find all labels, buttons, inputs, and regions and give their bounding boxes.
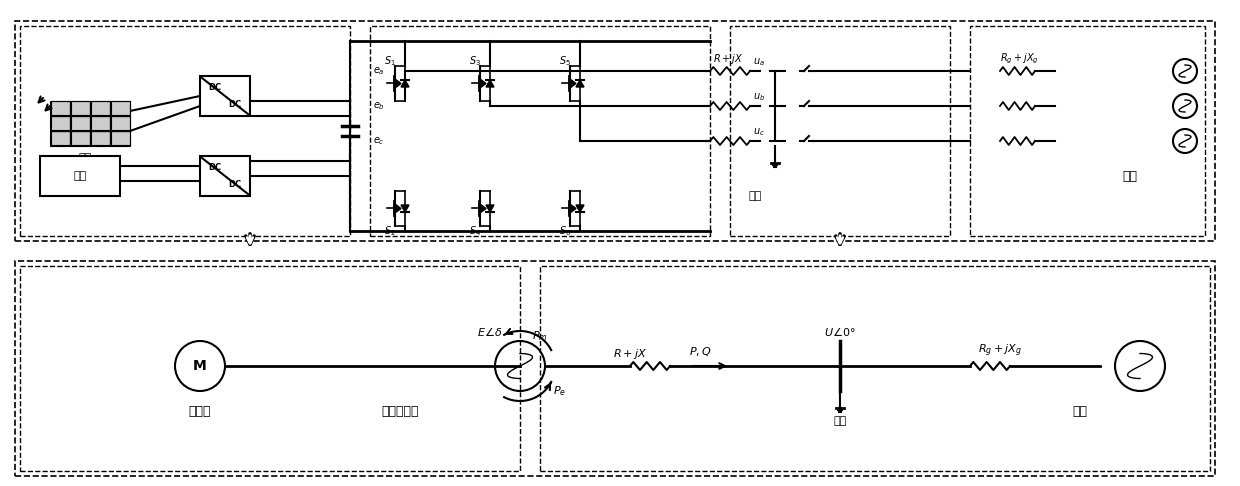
Polygon shape — [401, 205, 409, 212]
Text: 负载: 负载 — [749, 191, 761, 201]
Text: $R_g+jX_g$: $R_g+jX_g$ — [978, 343, 1022, 359]
Bar — [91, 131, 110, 146]
Bar — [71, 102, 89, 116]
Text: DC: DC — [208, 163, 222, 172]
Text: $S_2$: $S_2$ — [384, 224, 396, 238]
Bar — [91, 101, 110, 116]
Text: $u_a$: $u_a$ — [753, 56, 765, 68]
Bar — [50, 131, 69, 146]
Bar — [110, 117, 129, 131]
Text: $P,Q$: $P,Q$ — [688, 345, 712, 358]
Bar — [51, 132, 69, 145]
Text: 储能: 储能 — [73, 171, 87, 181]
Text: $R_g+jX_g$: $R_g+jX_g$ — [999, 52, 1039, 66]
Bar — [110, 131, 130, 146]
Bar — [110, 102, 129, 116]
Text: $S_6$: $S_6$ — [559, 224, 572, 238]
Text: $u_b$: $u_b$ — [753, 91, 765, 103]
Polygon shape — [394, 203, 401, 214]
Text: 负载: 负载 — [833, 416, 847, 426]
Bar — [69, 131, 91, 146]
Bar — [91, 132, 109, 145]
Text: 微网: 微网 — [1122, 170, 1137, 183]
Bar — [110, 116, 130, 131]
Bar — [91, 116, 110, 131]
Bar — [91, 102, 109, 116]
Polygon shape — [401, 80, 409, 87]
Text: $P_e$: $P_e$ — [553, 384, 567, 398]
Text: DC: DC — [208, 83, 222, 92]
Polygon shape — [569, 78, 577, 89]
Bar — [69, 116, 91, 131]
Text: $P_m$: $P_m$ — [532, 329, 548, 343]
Text: $S_4$: $S_4$ — [469, 224, 481, 238]
Bar — [71, 132, 89, 145]
Text: 光伏: 光伏 — [78, 153, 92, 163]
Bar — [110, 132, 129, 145]
Bar — [200, 156, 250, 196]
Polygon shape — [569, 203, 577, 214]
Bar — [91, 117, 109, 131]
Polygon shape — [486, 80, 494, 87]
Bar — [51, 102, 69, 116]
Bar — [50, 116, 69, 131]
Text: $S_5$: $S_5$ — [559, 54, 570, 68]
Bar — [110, 101, 130, 116]
Text: DC: DC — [228, 180, 242, 190]
Bar — [69, 101, 91, 116]
Text: $S_1$: $S_1$ — [384, 54, 396, 68]
Text: $U\angle 0°$: $U\angle 0°$ — [825, 325, 856, 337]
Text: $e_a$: $e_a$ — [373, 65, 384, 77]
Polygon shape — [577, 80, 584, 87]
Bar — [71, 117, 89, 131]
Text: $e_b$: $e_b$ — [373, 100, 384, 112]
Text: $R+jX$: $R+jX$ — [613, 347, 647, 361]
Polygon shape — [486, 205, 494, 212]
Bar — [40, 156, 120, 196]
Polygon shape — [577, 205, 584, 212]
Polygon shape — [479, 78, 486, 89]
Text: $R+jX$: $R+jX$ — [713, 52, 743, 66]
Polygon shape — [394, 78, 401, 89]
Bar — [50, 101, 69, 116]
Bar — [51, 117, 69, 131]
Text: DC: DC — [228, 100, 242, 109]
Text: 同步发电机: 同步发电机 — [381, 404, 419, 417]
Text: 微网: 微网 — [1073, 404, 1087, 417]
Text: M: M — [193, 359, 207, 373]
Text: 原动机: 原动机 — [188, 404, 211, 417]
Polygon shape — [479, 203, 486, 214]
Text: $S_3$: $S_3$ — [469, 54, 481, 68]
Bar — [200, 76, 250, 116]
Text: $e_c$: $e_c$ — [373, 135, 384, 147]
Text: $E\angle\delta$: $E\angle\delta$ — [477, 325, 502, 337]
Text: $u_c$: $u_c$ — [753, 126, 765, 138]
